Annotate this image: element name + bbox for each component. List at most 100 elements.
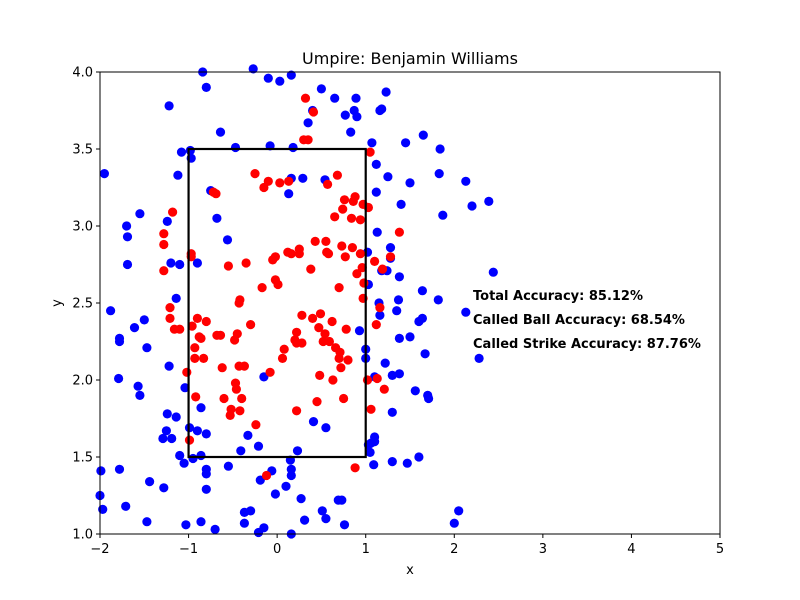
scatter-point — [175, 259, 185, 270]
scatter-point — [330, 212, 340, 222]
scatter-point — [380, 358, 390, 368]
scatter-point — [308, 313, 318, 323]
y-axis: 1.0 1.5 2.0 2.5 3.0 3.5 4.0 — [72, 66, 100, 543]
scatter-point — [372, 373, 382, 384]
scatter-point — [365, 147, 375, 157]
scatter-point — [303, 118, 313, 128]
scatter-point — [171, 412, 181, 422]
scatter-point — [321, 236, 331, 246]
scatter-point — [196, 450, 206, 461]
scatter-point — [454, 506, 464, 516]
scatter-point — [328, 375, 338, 385]
scatter-point — [417, 286, 427, 296]
scatter-point — [433, 295, 443, 305]
scatter-point — [352, 269, 362, 279]
scatter-point — [377, 104, 387, 114]
scatter-point — [253, 441, 264, 451]
scatter-point — [171, 293, 181, 303]
scatter-point — [265, 367, 275, 377]
y-axis-label: y — [50, 299, 65, 307]
scatter-point — [292, 446, 303, 456]
scatter-point — [352, 112, 362, 122]
scatter-point — [106, 306, 116, 316]
scatter-point — [168, 207, 178, 217]
scatter-point — [191, 392, 201, 402]
scatter-point — [215, 330, 226, 340]
scatter-point — [371, 159, 381, 169]
scatter-point — [449, 518, 459, 528]
scatter-point — [434, 169, 444, 179]
scatter-point — [270, 252, 280, 262]
scatter-point — [418, 130, 428, 140]
scatter-point — [98, 504, 108, 514]
scatter-point — [192, 426, 202, 436]
scatter-point — [241, 258, 251, 268]
accuracy-annotation: Called Strike Accuracy: 87.76% — [473, 337, 701, 352]
x-tick-label: 2 — [450, 542, 458, 557]
scatter-point — [164, 101, 174, 111]
scatter-point — [357, 263, 367, 273]
scatter-point — [281, 481, 291, 491]
points-layer — [95, 64, 498, 539]
scatter-point — [114, 464, 125, 474]
scatter-point — [201, 469, 211, 479]
scatter-point — [187, 321, 197, 331]
scatter-point — [188, 453, 198, 464]
scatter-point — [261, 470, 272, 481]
scatter-point — [315, 309, 326, 319]
scatter-point — [230, 142, 241, 153]
x-tick-label: 5 — [716, 542, 724, 557]
scatter-point — [308, 417, 319, 427]
scatter-point — [339, 195, 350, 205]
scatter-point — [96, 466, 106, 476]
scatter-point — [162, 409, 172, 419]
scatter-point — [365, 447, 375, 457]
scatter-point — [402, 458, 412, 468]
scatter-point — [297, 338, 307, 348]
x-axis: −2 −1 0 1 2 3 4 5 — [90, 534, 724, 557]
y-tick-label: 1.5 — [72, 451, 93, 466]
scatter-point — [394, 272, 404, 282]
scatter-point — [350, 192, 360, 202]
scatter-point — [223, 261, 233, 271]
accuracy-annotation: Total Accuracy: 85.12% — [473, 289, 643, 304]
strike-zone-rect — [187, 147, 367, 459]
scatter-point — [303, 135, 313, 145]
x-tick-label: 0 — [273, 542, 281, 557]
scatter-point — [381, 87, 391, 97]
scatter-point — [484, 196, 494, 206]
scatter-point — [298, 173, 308, 183]
scatter-point — [315, 370, 325, 380]
scatter-point — [239, 361, 249, 371]
scatter-point — [387, 370, 397, 380]
scatter-point — [310, 236, 320, 246]
scatter-point — [250, 169, 260, 179]
scatter-point — [196, 517, 206, 527]
scatter-point — [251, 420, 261, 430]
scatter-point — [159, 266, 169, 276]
scatter-point — [377, 264, 388, 274]
scatter-point — [175, 324, 185, 334]
scatter-point — [343, 355, 353, 365]
scatter-point — [306, 264, 316, 274]
x-tick-label: 1 — [362, 542, 370, 557]
scatter-point — [359, 278, 369, 288]
scatter-point — [392, 306, 402, 316]
scatter-point — [321, 423, 331, 433]
scatter-point — [235, 406, 245, 416]
scatter-point — [296, 494, 306, 504]
scatter-point — [164, 361, 174, 371]
scatter-point — [133, 381, 143, 391]
scatter-point — [145, 477, 155, 487]
scatter-point — [474, 353, 484, 363]
scatter-point — [330, 93, 340, 103]
scatter-point — [161, 426, 171, 436]
scatter-point — [393, 295, 404, 305]
scatter-point — [340, 252, 350, 262]
scatter-point — [219, 393, 229, 404]
x-tick-label: 3 — [539, 542, 547, 557]
scatter-point — [165, 313, 175, 323]
accuracy-annotations: Total Accuracy: 85.12% Called Ball Accura… — [473, 289, 701, 352]
scatter-point — [308, 107, 319, 117]
x-tick-label: −1 — [179, 542, 198, 557]
